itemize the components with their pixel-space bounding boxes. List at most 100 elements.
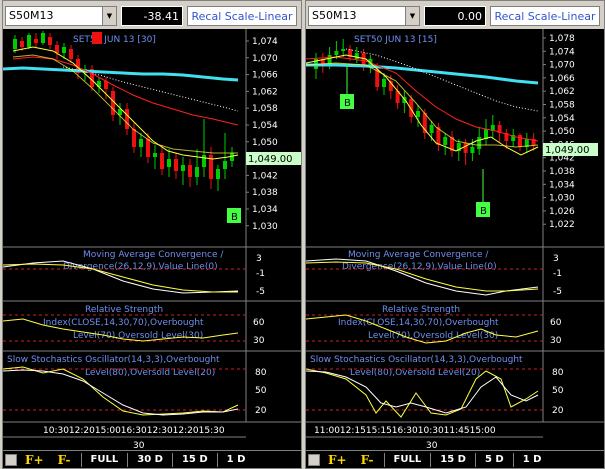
- last-price-label: 1,049.00: [248, 154, 293, 165]
- macd-title-2: Divergence(26,12,9),Value Line(0): [342, 262, 497, 272]
- stoch-title-2: Level(80),Oversold Level(20): [350, 368, 480, 378]
- price-pane: SET50 JUN 13 [30] B 1,074 1,070 1,066 1,062…: [3, 29, 301, 248]
- toggle-square[interactable]: [308, 453, 320, 466]
- candle-body: [76, 59, 80, 73]
- rsi-title-3: Level(70),Oversold Level(30): [73, 331, 203, 341]
- chevron-down-icon[interactable]: ▼: [405, 7, 419, 25]
- candle-body: [41, 33, 45, 43]
- candle-body: [146, 139, 150, 157]
- candle-body: [62, 47, 66, 53]
- right-price-tick: 1,042: [549, 154, 575, 164]
- right-price-tick: 1,062: [549, 87, 575, 97]
- right-price-tick: 1,078: [549, 34, 575, 44]
- candle-body: [223, 161, 227, 169]
- range-30d-button[interactable]: 30 D: [137, 454, 163, 465]
- recal-scale-button[interactable]: Recal Scale-Linear: [187, 6, 297, 26]
- zoom-in-button[interactable]: F+: [328, 452, 347, 467]
- macd-pane: Moving Average Convergence / Divergence(…: [306, 247, 604, 302]
- time-axis: 10:3012:2015:0016:3012:3012:2015:30 30: [3, 426, 246, 451]
- toggle-square[interactable]: [5, 453, 17, 466]
- chart-area[interactable]: SET50 JUN 13 [15] B B 1,0781,0741,0701,0…: [306, 29, 604, 451]
- zoom-in-button[interactable]: F+: [25, 452, 44, 467]
- candle-body: [511, 135, 516, 141]
- last-price-label: 1,049.00: [545, 145, 590, 156]
- range-5d-button[interactable]: 5 D: [484, 454, 504, 465]
- stoch-title-2: Level(80),Oversold Level(20): [85, 368, 215, 378]
- stoch-tick: 80: [255, 368, 267, 378]
- stoch-tick: 20: [255, 406, 267, 416]
- candle-body: [55, 45, 59, 53]
- right-price-tick: 1,058: [549, 101, 575, 111]
- candle-body: [348, 49, 352, 57]
- buy-signal-badge: [340, 94, 354, 109]
- candle-body: [341, 49, 346, 51]
- rsi-pane: Relative Strength Index(CLOSE,14,30,70),…: [3, 301, 301, 352]
- candle-body: [13, 39, 17, 49]
- range-full-button[interactable]: FULL: [393, 454, 422, 465]
- rsi-line: [3, 318, 239, 342]
- stoch-k-line: [3, 366, 239, 416]
- rsi-title-2: Index(CLOSE,14,30,70),Overbought: [43, 318, 204, 328]
- candle-body: [477, 137, 482, 149]
- symbol-value: S50M13: [312, 9, 357, 22]
- macd-signal-line: [3, 263, 238, 293]
- candle-body: [111, 91, 115, 115]
- rsi-tick: 60: [253, 318, 265, 328]
- zoom-out-button[interactable]: F-: [57, 452, 71, 467]
- last-price-box: [543, 143, 598, 156]
- symbol-value: S50M13: [9, 9, 54, 22]
- range-full-button[interactable]: FULL: [90, 454, 119, 465]
- rsi-tick: 30: [253, 336, 265, 346]
- macd-tick: -5: [553, 287, 562, 297]
- panel-toolbar: S50M13 ▼ -38.41 Recal Scale-Linear: [3, 1, 301, 29]
- period-toolbar: F+ F- FULL 30 D 15 D 1 D: [3, 450, 301, 468]
- candle-body: [422, 113, 427, 133]
- ma-yellow-line-2: [12, 54, 238, 154]
- period-label: 30: [133, 441, 145, 451]
- candle-body: [139, 139, 143, 147]
- buy-signal-label: B: [231, 212, 238, 223]
- candle-body: [202, 155, 206, 167]
- symbol-select[interactable]: S50M13 ▼: [308, 6, 420, 26]
- candle-body: [132, 129, 136, 147]
- panel-toolbar: S50M13 ▼ 0.00 Recal Scale-Linear: [306, 1, 604, 29]
- candle-body: [334, 51, 339, 55]
- ma-yellow-line-2: [306, 62, 539, 148]
- macd-tick: -5: [256, 287, 265, 297]
- right-price-tick: 1,066: [549, 74, 575, 84]
- macd-tick: 3: [256, 254, 262, 264]
- chevron-down-icon[interactable]: ▼: [102, 7, 116, 25]
- candle-body: [167, 159, 171, 167]
- ma-red-line: [306, 56, 539, 142]
- price-change-value: 0.00: [424, 6, 486, 26]
- left-price-tick: 1,070: [252, 54, 278, 64]
- stoch-tick: 20: [552, 406, 564, 416]
- chart-panel-right: S50M13 ▼ 0.00 Recal Scale-Linear SET50 J…: [305, 0, 605, 469]
- range-15d-button[interactable]: 15 D: [181, 454, 208, 465]
- buy-signal-label: B: [344, 98, 351, 109]
- candle-body: [20, 41, 24, 47]
- price-change-value: -38.41: [121, 6, 183, 26]
- ma-yellow-line: [12, 46, 239, 160]
- symbol-select[interactable]: S50M13 ▼: [5, 6, 117, 26]
- stoch-title-1: Slow Stochastics Oscillator(14,3,3),Over…: [310, 355, 523, 365]
- candle-body: [402, 97, 407, 103]
- chart-area[interactable]: SET50 JUN 13 [30] B 1,074 1,070 1,066 1,062…: [3, 29, 301, 451]
- candle-body: [416, 111, 420, 117]
- candle-body: [104, 81, 108, 89]
- candle-body: [436, 127, 441, 145]
- candle-body: [320, 59, 325, 65]
- recal-scale-button[interactable]: Recal Scale-Linear: [490, 6, 600, 26]
- candle-body: [504, 133, 509, 141]
- right-price-tick: 1,054: [549, 114, 575, 124]
- rsi-pane: Relative Strength Index(CLOSE,14,30,70),…: [306, 301, 604, 352]
- time-axis: 11:0012:1515:1516:3010:3011:4515:00 30: [306, 426, 543, 451]
- zoom-out-button[interactable]: F-: [360, 452, 374, 467]
- candle-body: [195, 167, 199, 177]
- stochastic-pane: Slow Stochastics Oscillator(14,3,3),Over…: [306, 351, 604, 423]
- range-15d-button[interactable]: 15 D: [440, 454, 466, 465]
- candle-body: [368, 59, 373, 65]
- candle-body: [209, 155, 213, 179]
- range-1d-button[interactable]: 1 D: [226, 454, 246, 465]
- range-1d-button[interactable]: 1 D: [522, 454, 542, 465]
